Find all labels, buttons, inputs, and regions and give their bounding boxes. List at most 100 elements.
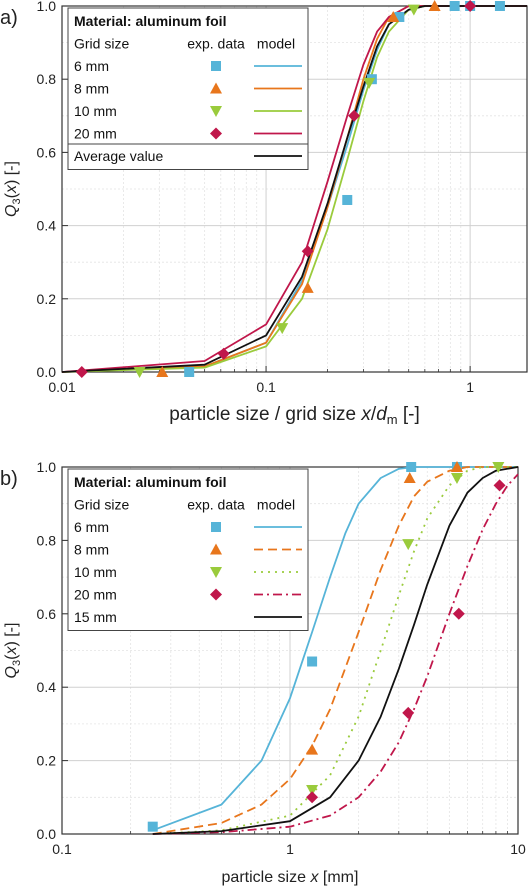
- legend-entry-label: 8 mm: [74, 542, 109, 558]
- legend-entry-label: 20 mm: [74, 126, 117, 142]
- data-point: [428, 0, 441, 11]
- x-tick-label: 1: [286, 841, 294, 857]
- data-point: [156, 366, 169, 377]
- x-axis-title: particle size x [mm]: [222, 869, 359, 886]
- series-line: [61, 5, 527, 373]
- legend-col-grid: Grid size: [74, 36, 129, 52]
- legend-marker: [210, 588, 222, 601]
- data-point: [217, 347, 230, 360]
- legend-col-model: model: [257, 36, 295, 52]
- legend-entry-label: 6 mm: [74, 519, 109, 535]
- y-tick-label: 0.6: [37, 144, 57, 160]
- x-axis-main: particle size / grid size: [169, 404, 361, 425]
- legend-title: Material: aluminum foil: [74, 474, 226, 490]
- x-axis-sub: m: [387, 412, 398, 427]
- x-tick-label: 0.01: [48, 379, 75, 395]
- legend-marker: [210, 82, 222, 94]
- series-line: [152, 466, 518, 835]
- y-tick-label: 0.0: [37, 826, 57, 842]
- x-axis-var: x: [309, 869, 319, 886]
- legend-title: Material: aluminum foil: [74, 13, 226, 29]
- x-axis-d: d: [376, 404, 388, 425]
- legend-entry-label: 10 mm: [74, 103, 117, 119]
- y-tick-label: 1.0: [37, 0, 57, 14]
- chart-panel-b: 0.1 1 10 0.0 0.2 0.4 0.6 0.8 1.0 Material: alumin…: [0, 459, 526, 886]
- data-point: [306, 784, 319, 796]
- data-point: [402, 539, 415, 551]
- data-point: [407, 4, 420, 16]
- data-point: [133, 367, 146, 378]
- y-tick-label: 0.4: [37, 679, 57, 695]
- y-axis-unit: ) [-]: [3, 161, 20, 185]
- data-point: [184, 367, 195, 377]
- x-axis-unit: [-]: [398, 404, 420, 425]
- legend-col-exp: exp. data: [187, 497, 245, 513]
- data-point: [301, 281, 314, 293]
- panel-label: a): [0, 7, 18, 29]
- x-tick-label: 0.1: [256, 379, 276, 395]
- y-tick-label: 0.8: [37, 71, 57, 87]
- data-point: [363, 77, 376, 89]
- x-axis-unit: [mm]: [318, 869, 358, 886]
- data-point: [449, 1, 460, 11]
- legend: Material: aluminum foil Grid size exp. dat…: [67, 468, 309, 631]
- data-point: [147, 821, 158, 832]
- data-point: [402, 706, 415, 719]
- y-tick-label: 0.0: [37, 364, 57, 380]
- panel-label: b): [0, 468, 18, 490]
- legend-marker: [210, 543, 222, 555]
- y-axis-q: Q: [3, 205, 20, 217]
- data-point: [307, 656, 318, 667]
- x-axis-main: particle size: [222, 869, 311, 886]
- data-point: [394, 11, 405, 22]
- chart-panel-a: 0.01 0.1 1 0.0 0.2 0.4 0.6 0.8 1.0 Material: alum…: [0, 0, 528, 427]
- y-tick-label: 1.0: [37, 459, 57, 475]
- x-axis-var: x: [360, 404, 372, 425]
- legend-entry-label: 6 mm: [74, 58, 109, 74]
- x-tick-label: 1: [466, 379, 474, 395]
- y-axis-paren: (: [3, 192, 20, 198]
- legend-marker: [210, 567, 222, 578]
- data-point: [348, 109, 361, 122]
- series-line: [152, 466, 518, 835]
- y-tick-label: 0.8: [37, 532, 57, 548]
- data-point: [75, 366, 88, 378]
- y-axis-q: Q: [3, 666, 20, 678]
- x-axis-title: particle size / grid size x/dm [-]: [169, 404, 420, 427]
- legend-entry-label: Average value: [74, 148, 163, 164]
- series-line: [152, 473, 519, 835]
- data-point: [306, 791, 319, 804]
- y-axis-title: Q3(x) [-]: [3, 161, 23, 217]
- data-point: [406, 462, 417, 472]
- data-point: [494, 1, 505, 11]
- data-point: [493, 479, 506, 492]
- data-point: [450, 473, 463, 485]
- legend-entry-label: 10 mm: [74, 564, 117, 580]
- legend-marker: [210, 106, 222, 117]
- x-tick-label: 0.1: [52, 841, 72, 857]
- data-point: [301, 245, 314, 258]
- y-tick-label: 0.4: [37, 218, 57, 234]
- data-point: [464, 0, 477, 12]
- legend-col-exp: exp. data: [187, 36, 245, 52]
- y-tick-label: 0.2: [37, 291, 57, 307]
- y-tick-label: 0.6: [37, 606, 57, 622]
- y-axis-var: x: [3, 646, 20, 656]
- y-axis-var: x: [3, 184, 20, 194]
- y-axis-sub: 3: [11, 660, 23, 666]
- legend-entry-label: 20 mm: [74, 587, 117, 603]
- y-axis-paren: (: [3, 654, 20, 660]
- legend-box: [67, 7, 309, 170]
- data-point: [403, 472, 416, 484]
- data-point: [492, 462, 505, 473]
- plot-frame: [61, 5, 528, 373]
- legend: Material: aluminum foil Grid size exp. dat…: [67, 7, 309, 170]
- data-point: [306, 743, 319, 755]
- data-point: [452, 607, 465, 620]
- series-line: [152, 466, 518, 832]
- legend-marker: [211, 61, 221, 71]
- data-point: [450, 461, 463, 472]
- legend-marker: [211, 522, 221, 532]
